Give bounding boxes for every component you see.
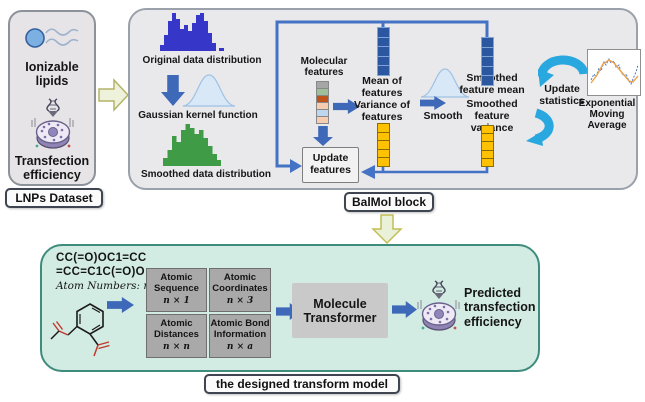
atom-numbers-label: Atom Numbers: n	[56, 280, 151, 292]
mean-feature-vector	[377, 27, 390, 76]
nanoparticle-icon	[31, 98, 74, 149]
atomic-coordinates-title: Atomic Coordinates	[212, 272, 268, 295]
transform-model-caption: the designed transform model	[204, 374, 400, 394]
ema-chart-icon	[590, 57, 639, 86]
original-distribution-label: Original data distribution	[142, 55, 262, 66]
atomic-bond-dim: n × a	[226, 342, 254, 353]
balmol-to-model-arrow	[371, 214, 403, 245]
mean-of-features-label: Mean of features	[361, 75, 403, 99]
update-features-box: Update features	[302, 147, 359, 183]
molecule-transformer-label: Molecule Transformer	[303, 296, 377, 325]
predicted-nanoparticle-icon	[417, 280, 460, 331]
smoothed-mean-vector	[481, 37, 494, 86]
molecular-features-label: Molecular features	[300, 56, 348, 79]
dataset-to-balmol-arrow	[98, 78, 130, 112]
molecule-transformer-box: Molecule Transformer	[292, 283, 388, 338]
gaussian-kernel-icon	[182, 74, 236, 107]
smiles-line1: CC(=O)OC1=CC	[56, 252, 147, 264]
atomic-sequence-title: Atomic Sequence	[154, 272, 199, 295]
smoothed-distribution-label: Smoothed data distribution	[141, 169, 271, 180]
lnps-dataset-panel: Ionizable lipids Transfection efficiency	[8, 10, 96, 186]
atomic-coordinates-cell: Atomic Coordinates n × 3	[209, 268, 271, 312]
balmol-caption: BalMol block	[344, 192, 434, 212]
ema-chart-box	[587, 49, 641, 96]
smoothed-variance-vector	[481, 125, 494, 168]
molecule-structure-icon	[50, 303, 110, 357]
smooth-gaussian-icon	[420, 68, 470, 98]
cycle-arrow-top-icon	[538, 55, 588, 87]
predicted-efficiency-label: Predicted transfection efficiency	[464, 286, 536, 329]
smooth-label: Smooth	[423, 110, 463, 122]
gaussian-kernel-label: Gaussian kernel function	[138, 110, 258, 121]
atomic-distances-dim: n × n	[163, 342, 190, 353]
atomic-distances-cell: Atomic Distances n × n	[146, 314, 207, 358]
atomic-coordinates-dim: n × 3	[226, 296, 254, 307]
atomic-bond-title: Atomic Bond Information	[210, 318, 270, 341]
atomic-sequence-cell: Atomic Sequence n × 1	[146, 268, 207, 312]
update-features-label: Update features	[310, 152, 351, 176]
ionizable-lipids-label: Ionizable lipids	[25, 60, 79, 88]
atomic-bond-cell: Atomic Bond Information n × a	[209, 314, 271, 358]
atomic-sequence-dim: n × 1	[163, 296, 190, 307]
variance-feature-vector	[377, 123, 390, 167]
atomic-distances-title: Atomic Distances	[154, 318, 199, 341]
smiles-line2: =CC=C1C(=O)O	[56, 266, 145, 278]
smoothed-distribution-histogram-icon	[163, 124, 221, 166]
transfection-efficiency-label: Transfection efficiency	[14, 154, 90, 182]
lipid-icon	[25, 28, 79, 48]
ema-label: Exponential Moving Average	[578, 98, 636, 132]
lnps-dataset-caption: LNPs Dataset	[5, 188, 103, 208]
variance-of-features-label: Variance of features	[353, 99, 411, 123]
cycle-arrow-bottom-icon	[526, 108, 554, 146]
molecular-features-column	[316, 81, 329, 124]
original-distribution-histogram-icon	[160, 13, 224, 51]
update-statistics-label: Update statistics	[539, 83, 585, 107]
